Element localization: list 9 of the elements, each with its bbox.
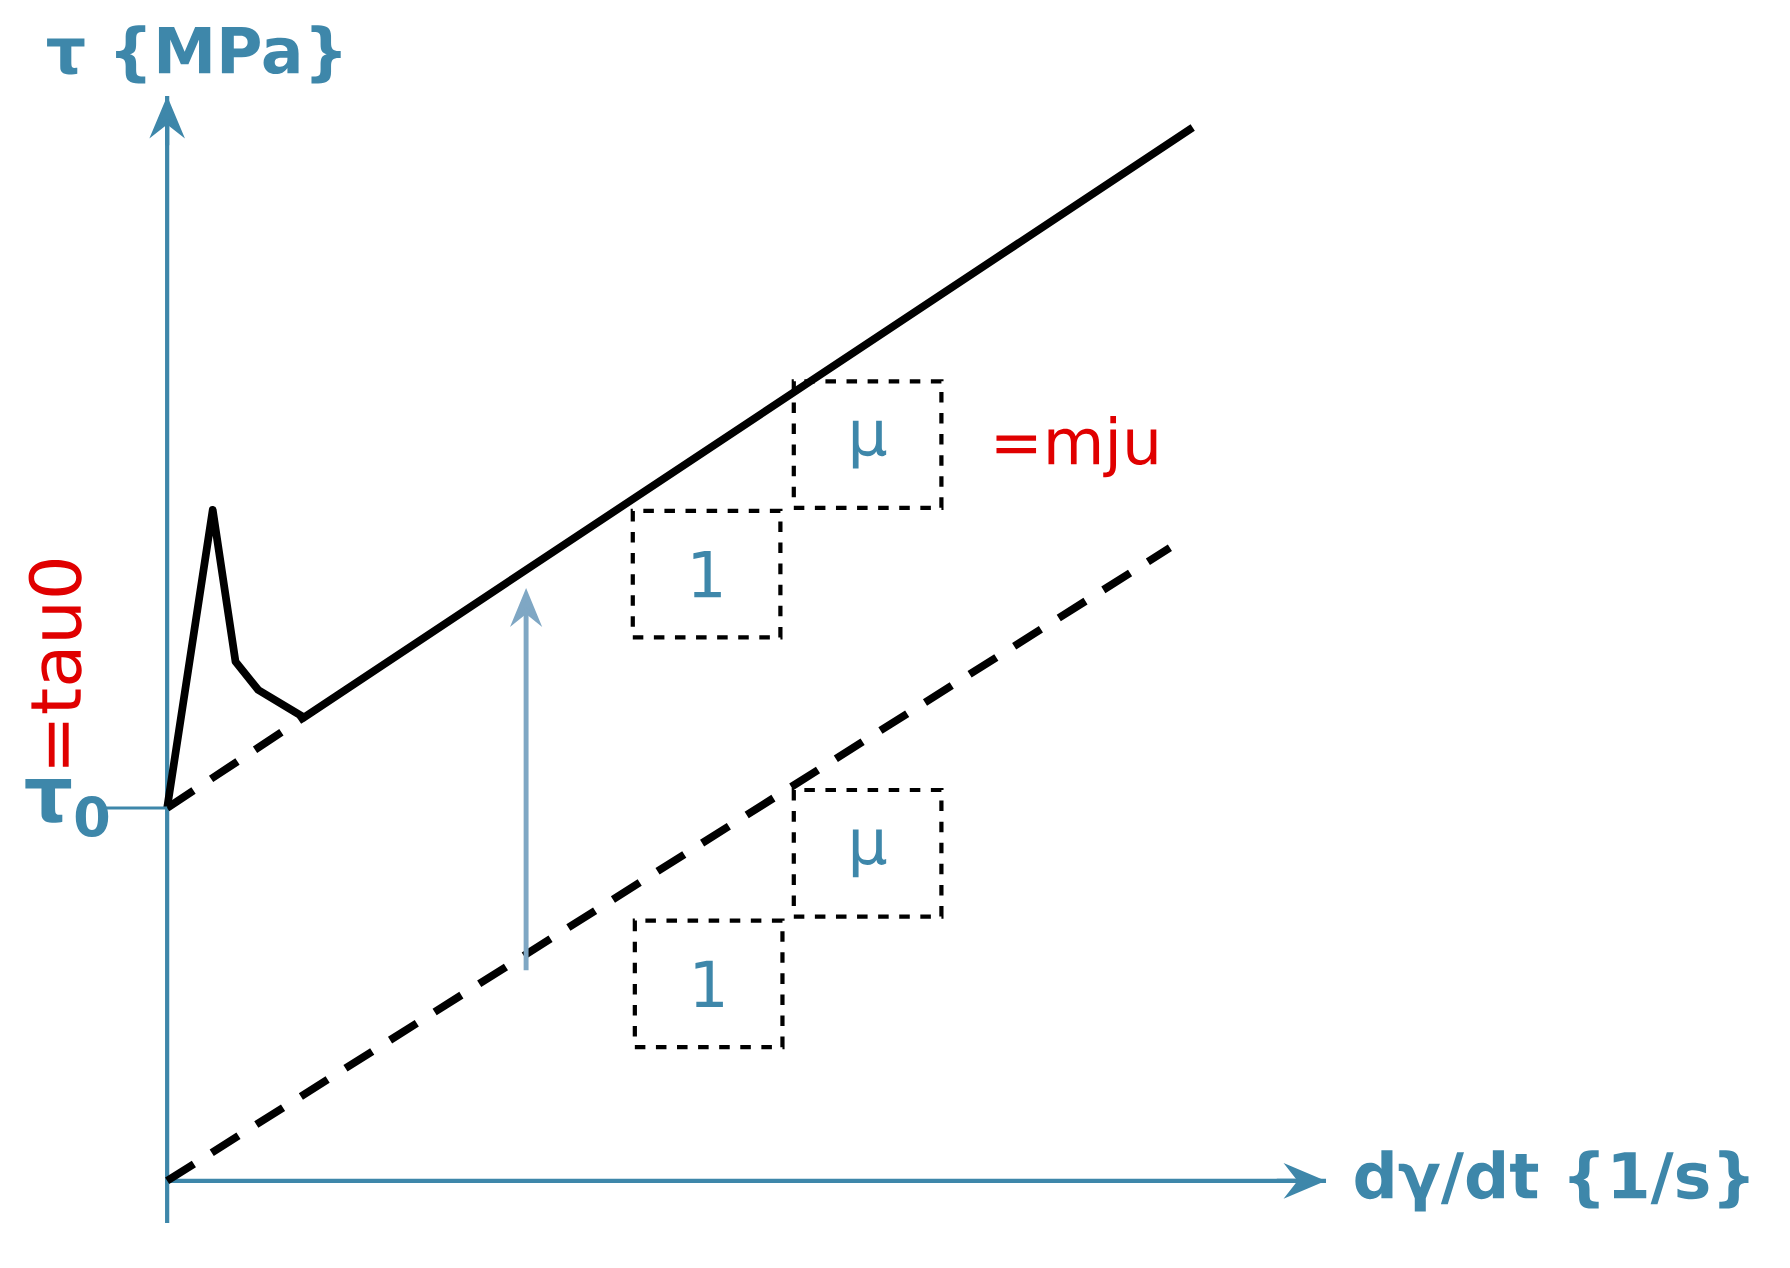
annotation: μ bbox=[852, 420, 887, 469]
annotation: 1 bbox=[693, 551, 721, 598]
y-axis-title: τ {MPa} bbox=[47, 25, 341, 84]
x-axis-title: dγ/dt {1/s} bbox=[1355, 1150, 1749, 1212]
text: τ$_{0}$ bbox=[25, 778, 109, 838]
annotation: 1 bbox=[695, 960, 723, 1007]
text: =tau0 bbox=[28, 559, 82, 767]
annotation: =mju bbox=[996, 416, 1157, 478]
annotation: μ bbox=[852, 829, 887, 878]
